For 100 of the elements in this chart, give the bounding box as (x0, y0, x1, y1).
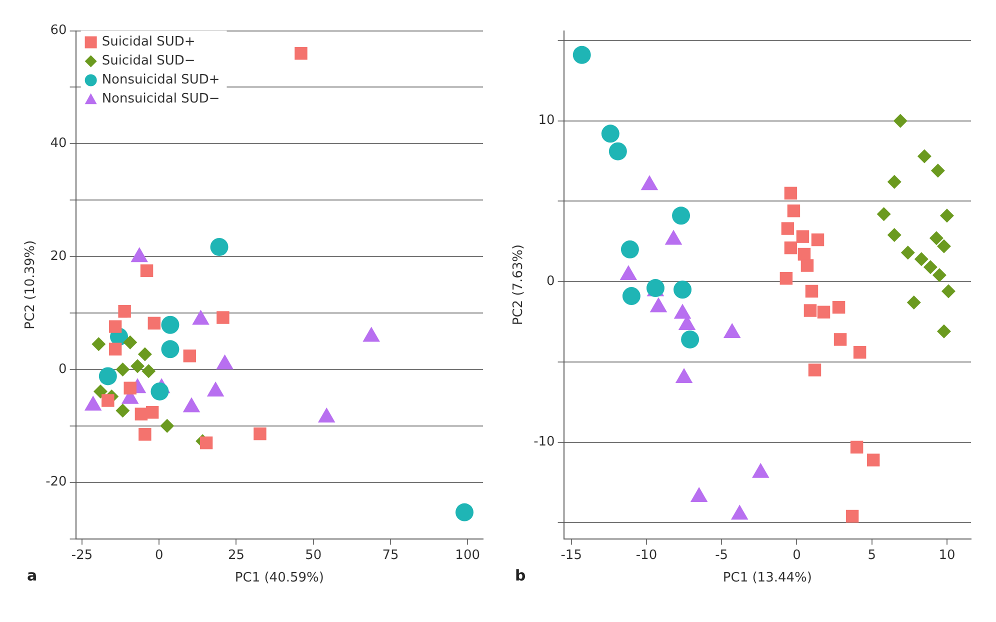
legend-label: Suicidal SUD− (102, 54, 196, 69)
x-tick-label: -10 (636, 548, 658, 563)
point (108, 320, 122, 333)
point (834, 333, 847, 346)
point (118, 304, 131, 318)
point (923, 260, 938, 274)
y-axis-title: PC2 (10.39%) (23, 240, 38, 330)
point (876, 207, 891, 222)
x-tick-label: 25 (228, 548, 245, 563)
point (941, 284, 956, 298)
x-tick-label: 50 (305, 548, 322, 563)
point (161, 340, 180, 358)
point (123, 335, 138, 350)
point (930, 164, 945, 178)
point (900, 246, 915, 260)
point (780, 272, 793, 285)
point (917, 149, 932, 164)
point (906, 295, 921, 310)
point (142, 364, 156, 378)
point (108, 342, 122, 356)
point (832, 300, 846, 314)
point (800, 259, 814, 272)
point (116, 404, 130, 418)
point (940, 208, 954, 223)
legend-label: Nonsuicidal SUD+ (102, 72, 220, 88)
point (674, 280, 692, 299)
point (784, 241, 798, 254)
point (200, 436, 213, 450)
text: a (27, 566, 38, 584)
point (601, 124, 620, 143)
x-tick-label: 100 (455, 548, 480, 563)
point (140, 264, 154, 278)
point (817, 306, 830, 318)
x-tick-label: 5 (868, 548, 876, 563)
point (866, 454, 880, 466)
point (622, 287, 640, 306)
y-axis-title: PC2 (7.63%) (511, 244, 526, 326)
point (808, 364, 822, 376)
point (183, 350, 196, 362)
point (116, 362, 130, 376)
point (787, 204, 800, 218)
y-tick-label: 10 (538, 113, 555, 128)
point (936, 324, 951, 338)
point (608, 142, 627, 160)
point (254, 427, 266, 440)
x-axis-title: PC1 (40.59%) (234, 570, 324, 586)
point (887, 174, 902, 189)
point (853, 346, 866, 359)
point (804, 304, 817, 317)
x-tick-label: 75 (382, 548, 399, 563)
legend-label: Suicidal SUD+ (102, 34, 196, 50)
point (781, 222, 794, 235)
point (130, 359, 145, 374)
point (805, 284, 818, 298)
point (620, 240, 639, 258)
point (572, 46, 591, 64)
point (138, 347, 152, 362)
point (455, 503, 474, 522)
point (846, 510, 859, 523)
x-axis-title: PC1 (13.44%) (722, 570, 812, 586)
point (94, 384, 108, 398)
point (914, 252, 928, 266)
point (796, 230, 810, 243)
y-tick-label: 40 (50, 136, 67, 152)
legend-label: Nonsuicidal SUD− (102, 92, 220, 107)
point (150, 382, 169, 400)
y-tick-label: -20 (46, 474, 67, 490)
point (161, 316, 180, 334)
point (932, 268, 946, 282)
y-tick-label: 0 (58, 362, 67, 377)
point (893, 114, 908, 128)
point (294, 47, 308, 60)
point (148, 316, 161, 330)
point (936, 239, 951, 254)
point (210, 238, 228, 256)
point (216, 311, 230, 324)
point (681, 330, 700, 348)
point (138, 428, 152, 441)
point (102, 394, 114, 407)
x-tick-label: -5 (715, 548, 728, 563)
text: b (515, 566, 526, 584)
y-tick-label: 60 (50, 23, 67, 38)
y-tick-label: 20 (50, 248, 67, 264)
point (850, 440, 864, 454)
x-tick-label: 0 (792, 548, 801, 563)
x-tick-label: -25 (71, 548, 93, 563)
x-tick-label: 0 (154, 548, 164, 563)
y-tick-label: -10 (534, 434, 555, 450)
point (98, 367, 117, 386)
point (887, 228, 902, 242)
point (784, 186, 798, 200)
point (929, 231, 944, 246)
point (92, 337, 106, 352)
point (124, 382, 136, 394)
y-tick-label: 0 (546, 274, 555, 289)
x-tick-label: 10 (938, 548, 956, 563)
x-tick-label: -15 (560, 548, 582, 563)
point (134, 408, 148, 420)
point (811, 233, 824, 246)
point (160, 418, 174, 433)
